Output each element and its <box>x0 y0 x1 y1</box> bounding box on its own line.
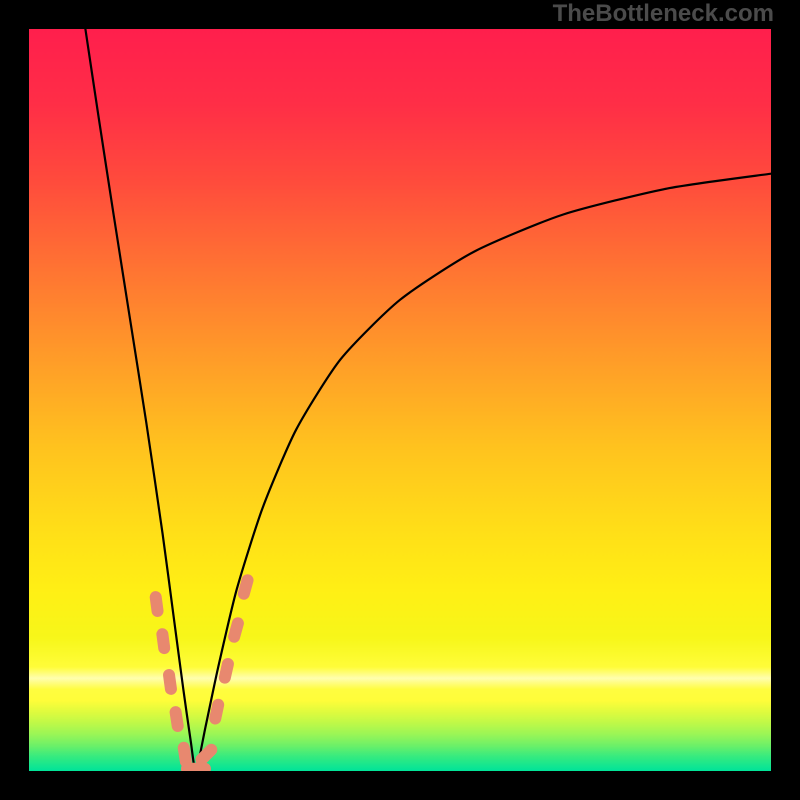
watermark-text: TheBottleneck.com <box>553 0 774 28</box>
plot-area <box>29 29 771 771</box>
chart-stage: TheBottleneck.com <box>0 0 800 800</box>
gradient-background <box>29 29 771 771</box>
